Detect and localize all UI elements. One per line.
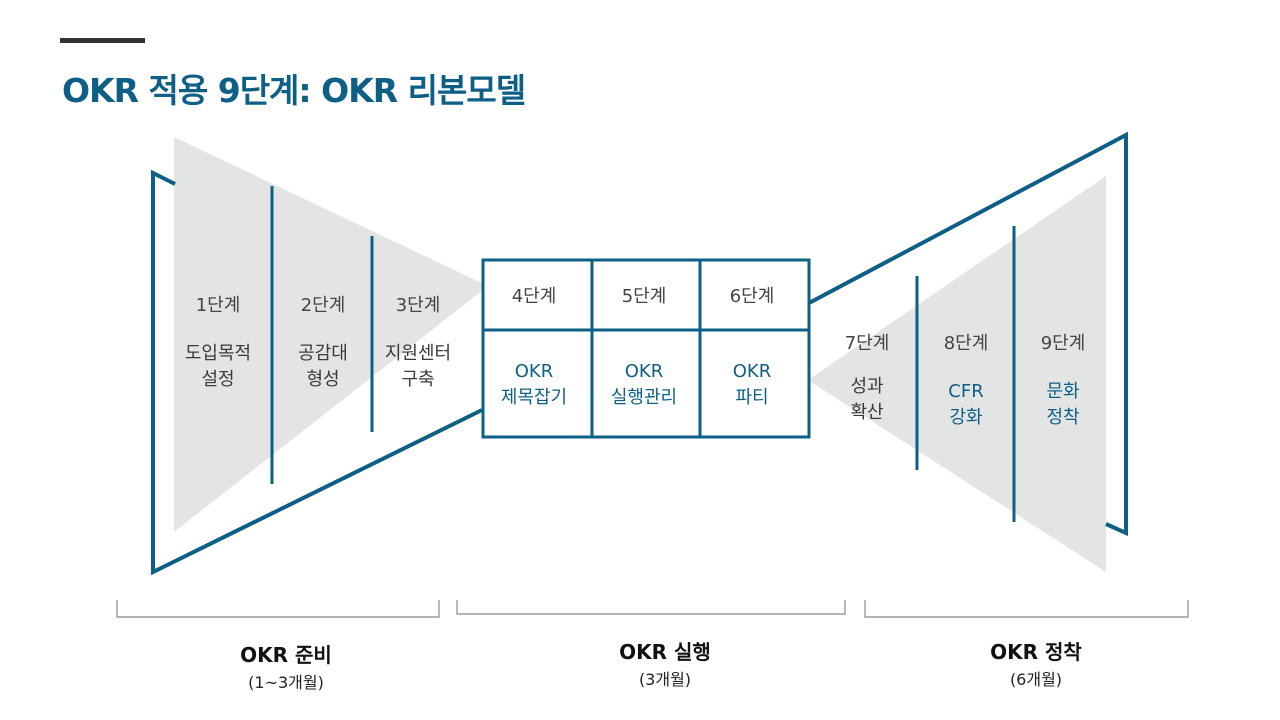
phase-bracket-prepare [116, 600, 440, 618]
phase-bracket-execute [456, 600, 846, 615]
right-ribbon-outline [808, 131, 1128, 537]
step-2-number: 2단계 [300, 295, 346, 316]
step-3-name: 지원센터 구축 [384, 343, 452, 390]
center-box [481, 258, 811, 439]
step-1-number: 1단계 [195, 295, 241, 316]
step-6-number: 6단계 [729, 286, 775, 307]
step-9-number: 9단계 [1040, 333, 1086, 354]
page-title: OKR 적용 9단계: OKR 리본모델 [62, 71, 526, 110]
step-7-name: 성과 확산 [850, 376, 884, 423]
step-2-name: 공감대 형성 [298, 343, 348, 390]
left-ribbon-outline [151, 169, 483, 576]
left-grey-triangle [174, 137, 488, 532]
phase-prepare-period: (1~3개월) [248, 673, 324, 692]
step-5-number: 5단계 [621, 286, 667, 307]
step-4-number: 4단계 [511, 286, 557, 307]
top-rule [60, 38, 145, 43]
step-5-name: OKR 실행관리 [610, 361, 678, 408]
step-6-name: OKR 파티 [732, 361, 772, 408]
step-3-number: 3단계 [395, 295, 441, 316]
step-8-number: 8단계 [943, 333, 989, 354]
phase-execute-period: (3개월) [638, 670, 692, 689]
phase-settle-period: (6개월) [1009, 670, 1063, 689]
phase-bracket-settle [864, 600, 1189, 618]
phase-execute-title: OKR 실행 [619, 640, 711, 664]
step-1-name: 도입목적 설정 [184, 343, 252, 390]
right-grey-triangle [808, 176, 1106, 572]
phase-prepare-title: OKR 준비 [240, 643, 332, 667]
step-4-name: OKR 제목잡기 [500, 361, 568, 408]
step-7-number: 7단계 [844, 333, 890, 354]
phase-settle-title: OKR 정착 [990, 640, 1082, 664]
step-9-name: 문화 정착 [1046, 381, 1080, 428]
step-8-name: CFR 강화 [948, 381, 984, 428]
